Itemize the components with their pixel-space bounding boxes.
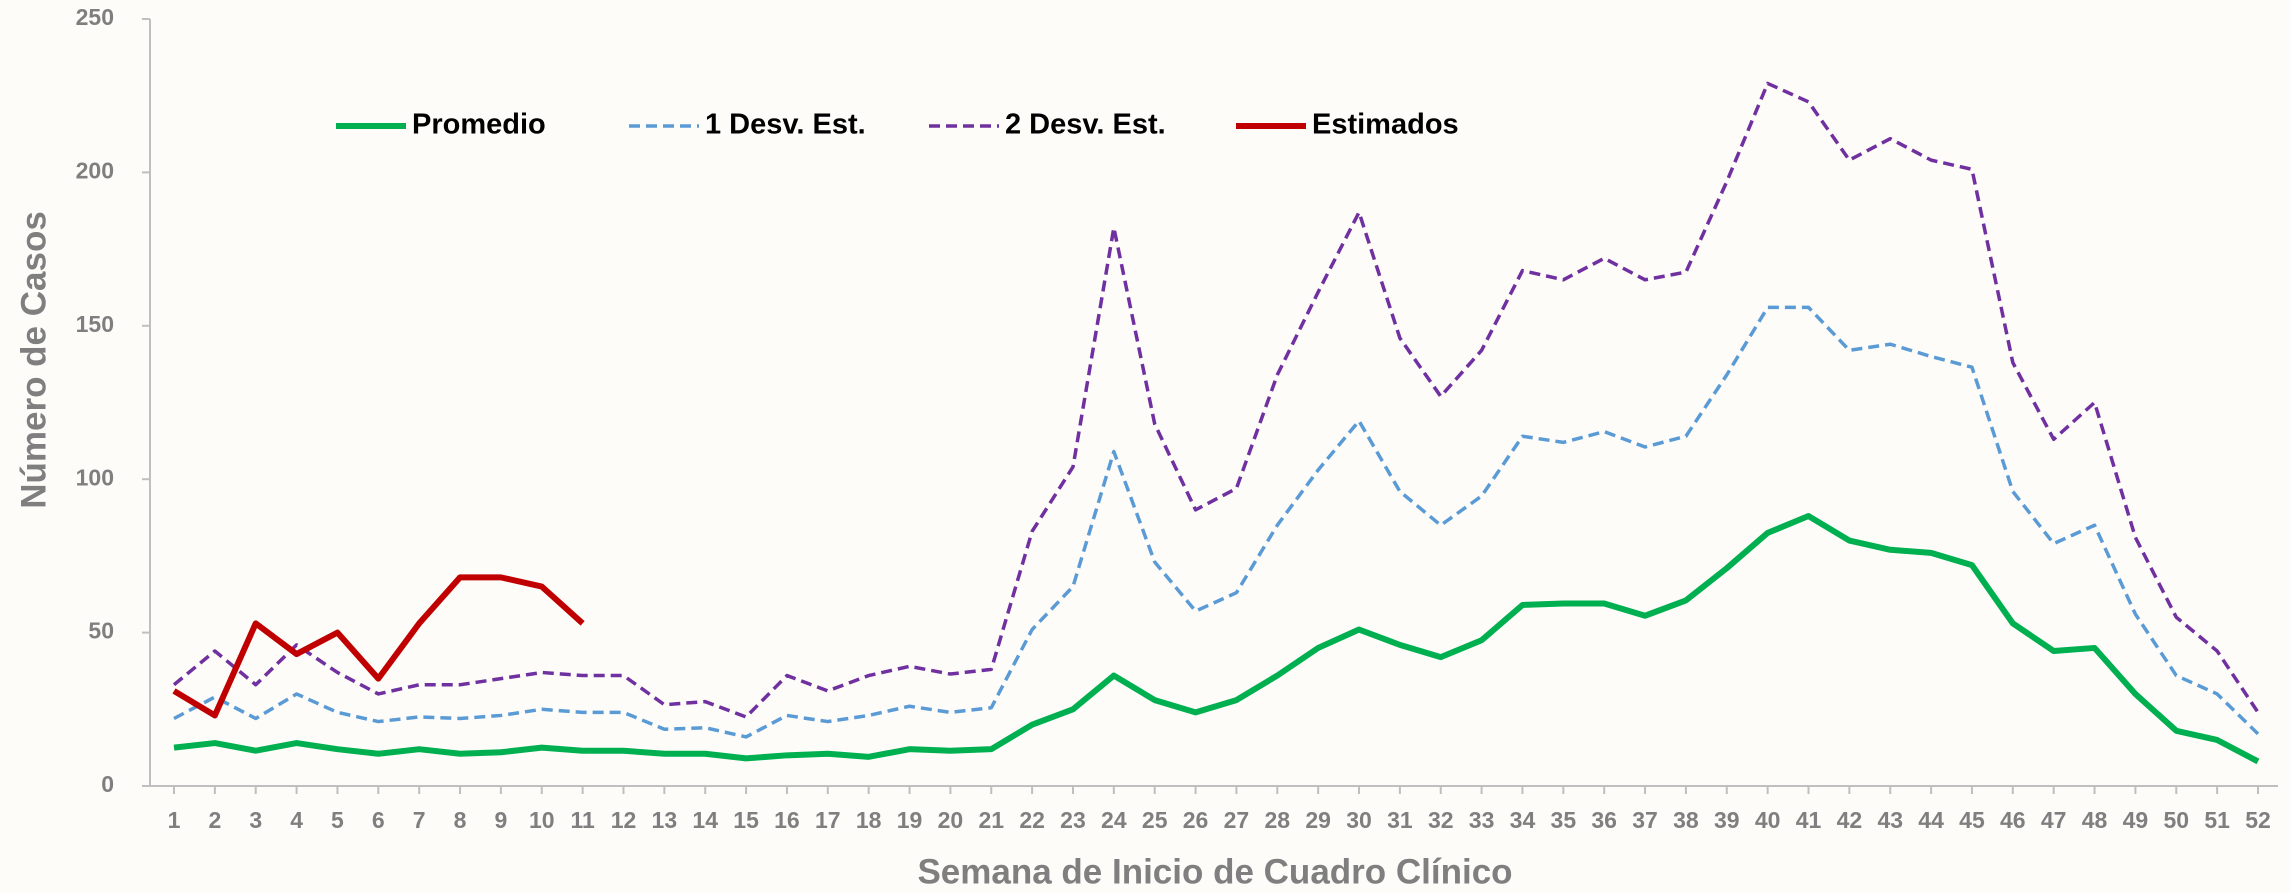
- x-tick-label: 44: [1918, 807, 1944, 833]
- x-tick-label: 20: [938, 807, 964, 833]
- series-line: [172, 81, 2260, 719]
- y-tick-label: 100: [76, 464, 114, 490]
- x-tick-label: 41: [1796, 807, 1822, 833]
- y-axis-title: Número de Casos: [14, 211, 53, 509]
- x-tick-label: 18: [856, 807, 882, 833]
- x-tick-label: 12: [611, 807, 637, 833]
- x-tick-label: 4: [290, 807, 303, 833]
- x-tick-label: 33: [1469, 807, 1495, 833]
- x-tick-label: 47: [2041, 807, 2067, 833]
- x-tick-label: 49: [2123, 807, 2149, 833]
- x-tick-label: 42: [1837, 807, 1863, 833]
- x-tick-label: 52: [2245, 807, 2271, 833]
- x-tick-label: 39: [1714, 807, 1740, 833]
- x-tick-label: 40: [1755, 807, 1781, 833]
- x-tick-label: 37: [1632, 807, 1658, 833]
- x-tick-label: 51: [2204, 807, 2230, 833]
- y-tick-label: 150: [76, 311, 114, 337]
- y-tick-label: 200: [76, 157, 114, 183]
- x-tick-label: 17: [815, 807, 841, 833]
- x-tick-label: 31: [1387, 807, 1413, 833]
- x-tick-label: 36: [1591, 807, 1617, 833]
- x-tick-label: 26: [1183, 807, 1209, 833]
- legend-label: Promedio: [412, 109, 546, 141]
- x-tick-label: 43: [1877, 807, 1903, 833]
- x-tick-label: 35: [1551, 807, 1577, 833]
- y-tick-label: 0: [101, 771, 114, 797]
- x-tick-label: 22: [1019, 807, 1045, 833]
- x-tick-label: 16: [774, 807, 800, 833]
- legend-label: 2 Desv. Est.: [1005, 109, 1166, 141]
- series-line: [172, 574, 585, 719]
- series-line: [173, 513, 2260, 765]
- x-tick-label: 30: [1346, 807, 1372, 833]
- x-tick-label: 7: [413, 807, 426, 833]
- x-tick-label: 28: [1264, 807, 1290, 833]
- x-tick-label: 6: [372, 807, 385, 833]
- x-tick-label: 13: [652, 807, 678, 833]
- x-tick-label: 24: [1101, 807, 1127, 833]
- x-tick-label: 34: [1510, 807, 1536, 833]
- legend-label: 1 Desv. Est.: [705, 109, 866, 141]
- x-tick-label: 1: [168, 807, 181, 833]
- x-tick-label: 19: [897, 807, 923, 833]
- x-tick-label: 5: [331, 807, 344, 833]
- x-tick-label: 48: [2082, 807, 2108, 833]
- x-tick-label: 45: [1959, 807, 1985, 833]
- x-tick-label: 21: [978, 807, 1004, 833]
- legend-label: Estimados: [1312, 109, 1459, 141]
- series-line: [173, 305, 2260, 739]
- x-tick-label: 46: [2000, 807, 2026, 833]
- x-tick-label: 10: [529, 807, 555, 833]
- x-tick-label: 25: [1142, 807, 1168, 833]
- x-tick-label: 38: [1673, 807, 1699, 833]
- x-tick-label: 11: [570, 807, 595, 833]
- x-tick-label: 14: [692, 807, 718, 833]
- y-tick-label: 50: [88, 618, 114, 644]
- x-tick-label: 15: [733, 807, 759, 833]
- x-tick-label: 29: [1305, 807, 1331, 833]
- x-tick-label: 9: [495, 807, 508, 833]
- x-tick-label: 27: [1224, 807, 1250, 833]
- x-axis-title: Semana de Inicio de Cuadro Clínico: [917, 852, 1512, 891]
- x-tick-label: 8: [454, 807, 467, 833]
- x-tick-label: 2: [208, 807, 221, 833]
- x-tick-label: 23: [1060, 807, 1086, 833]
- x-tick-label: 50: [2163, 807, 2189, 833]
- x-tick-label: 3: [249, 807, 262, 833]
- y-tick-label: 250: [76, 4, 114, 30]
- x-tick-label: 32: [1428, 807, 1454, 833]
